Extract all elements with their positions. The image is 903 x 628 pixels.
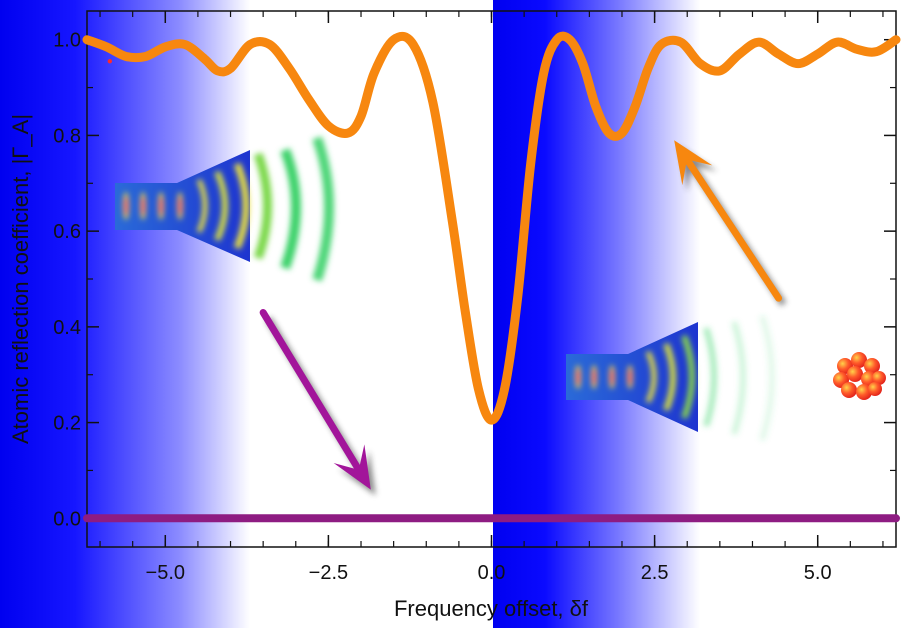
waveguide-horn-icon — [115, 136, 334, 282]
y-tick-label: 0.4 — [53, 317, 81, 339]
y-axis-title: Atomic reflection coefficient, |Γ_A| — [8, 114, 33, 444]
atom-cluster-icon — [833, 352, 886, 400]
x-tick-label: 0.0 — [478, 562, 506, 584]
orange-arrow — [674, 140, 787, 307]
y-tick-label: 0.8 — [53, 125, 81, 147]
x-tick-label: 2.5 — [641, 562, 669, 584]
small-marker — [107, 59, 113, 64]
waveguide-horn-icon — [566, 315, 775, 441]
purple-arrow — [259, 309, 376, 496]
y-tick-label: 0.0 — [53, 508, 81, 530]
x-tick-label: −5.0 — [146, 562, 185, 584]
arrow-head — [674, 140, 713, 186]
arrow-shaft — [259, 309, 363, 474]
arrow-head — [333, 444, 371, 490]
x-tick-label: −2.5 — [309, 562, 348, 584]
y-tick-label: 1.0 — [53, 30, 81, 52]
x-tick-label: 5.0 — [804, 562, 832, 584]
y-tick-label: 0.6 — [53, 221, 81, 243]
reflection-curve — [82, 31, 901, 425]
arrow-shaft — [683, 155, 783, 302]
data-series — [82, 31, 901, 523]
x-axis-title: Frequency offset, δf — [394, 596, 589, 621]
left-blue-band — [0, 0, 250, 628]
annotation-arrows — [259, 140, 787, 496]
y-tick-label: 0.2 — [53, 413, 81, 435]
